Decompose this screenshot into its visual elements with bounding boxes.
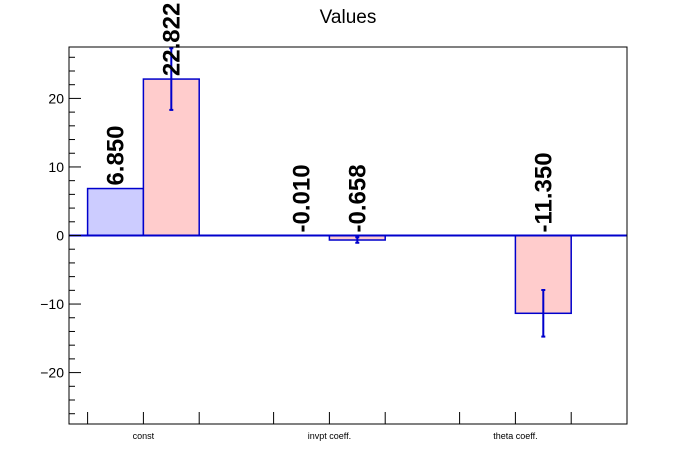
value-label: -11.350: [530, 152, 557, 232]
x-tick-label: invpt coeff.: [308, 431, 351, 441]
value-label: -0.010: [289, 164, 316, 232]
error-bars-layer: [169, 47, 546, 338]
value-label: 22.822: [158, 3, 185, 76]
value-label: 6.850: [103, 125, 130, 185]
value-labels-layer: 6.850 -0.010 22.822 -0.658 -11.350: [103, 3, 558, 233]
axes-layer: −20 −10 0 10 20 const invpt coeff. theta coeff.: [40, 46, 628, 441]
y-tick-label: 20: [48, 90, 64, 106]
x-tick-label: const: [133, 431, 155, 441]
y-tick-label: 0: [56, 228, 64, 244]
chart-title: Values: [320, 7, 377, 28]
x-tick-label: theta coeff.: [493, 431, 537, 441]
bar: [86, 187, 145, 237]
y-tick-label: 10: [48, 159, 64, 175]
value-label: -0.658: [344, 164, 371, 232]
y-tick-label: −20: [40, 365, 64, 381]
y-tick-label: −10: [40, 296, 64, 312]
